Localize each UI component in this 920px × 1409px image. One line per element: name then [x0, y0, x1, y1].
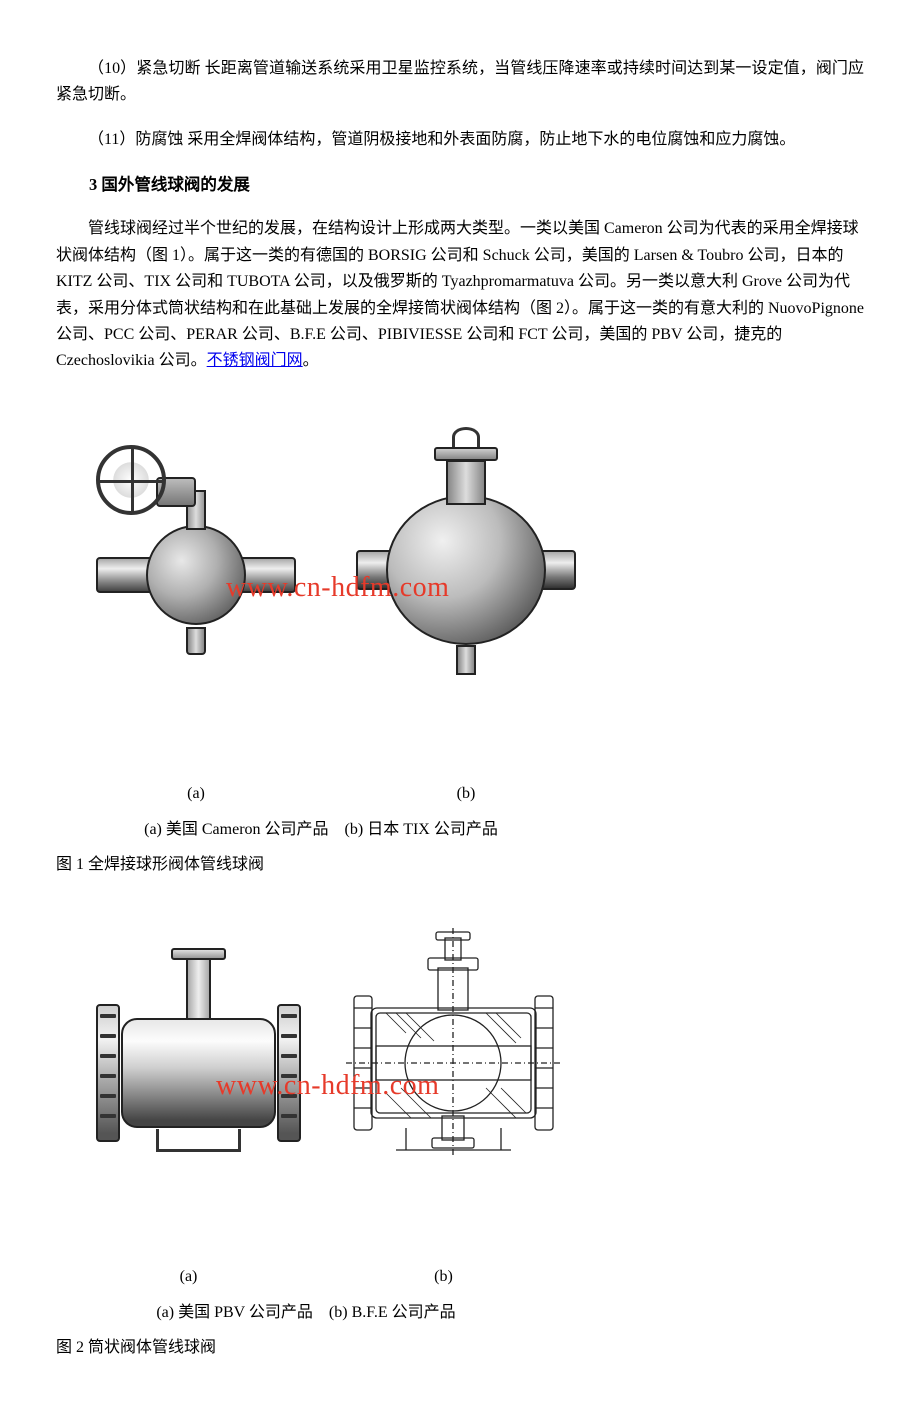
figure-1-image: www.cn-hdfm.com — [76, 395, 596, 775]
para-10: （10）紧急切断 长距离管道输送系统采用卫星监控系统，当管线压降速率或持续时间达… — [56, 56, 864, 109]
fig2-valve-b — [346, 928, 561, 1178]
fig1-sublabel-row: (a) (b) — [56, 781, 864, 807]
section-3-body-text: 管线球阀经过半个世纪的发展，在结构设计上形成两大类型。一类以美国 Cameron… — [56, 220, 864, 369]
fig1-valve-a — [96, 435, 296, 665]
fig2-label-b: (b) — [336, 1264, 551, 1290]
fig2-subcaption: (a) 美国 PBV 公司产品 (b) B.F.E 公司产品 — [56, 1300, 556, 1326]
fig1-valve-b — [356, 425, 576, 675]
fig2-valve-a — [86, 938, 311, 1168]
figure-2-image: www.cn-hdfm.com — [76, 898, 576, 1258]
fig1-subcaption: (a) 美国 Cameron 公司产品 (b) 日本 TIX 公司产品 — [56, 817, 586, 843]
figure-2: www.cn-hdfm.com (a) (b) (a) 美国 PBV 公司产品 … — [56, 898, 864, 1361]
section-3-body: 管线球阀经过半个世纪的发展，在结构设计上形成两大类型。一类以美国 Cameron… — [56, 216, 864, 374]
figure-1: www.cn-hdfm.com (a) (b) (a) 美国 Cameron 公… — [56, 395, 864, 878]
fig2-sublabel-row: (a) (b) — [56, 1264, 864, 1290]
fig1-caption: 图 1 全焊接球形阀体管线球阀 — [56, 852, 864, 878]
fig2-label-a: (a) — [81, 1264, 296, 1290]
fig1-label-a: (a) — [91, 781, 301, 807]
fig1-label-b: (b) — [351, 781, 581, 807]
section-3-heading: 3 国外管线球阀的发展 — [56, 171, 864, 198]
para-11: （11）防腐蚀 采用全焊阀体结构，管道阴极接地和外表面防腐，防止地下水的电位腐蚀… — [56, 127, 864, 153]
fig2-caption: 图 2 筒状阀体管线球阀 — [56, 1335, 864, 1361]
stainless-valve-link[interactable]: 不锈钢阀门网 — [207, 352, 303, 369]
section-3-body-tail: 。 — [303, 352, 319, 369]
